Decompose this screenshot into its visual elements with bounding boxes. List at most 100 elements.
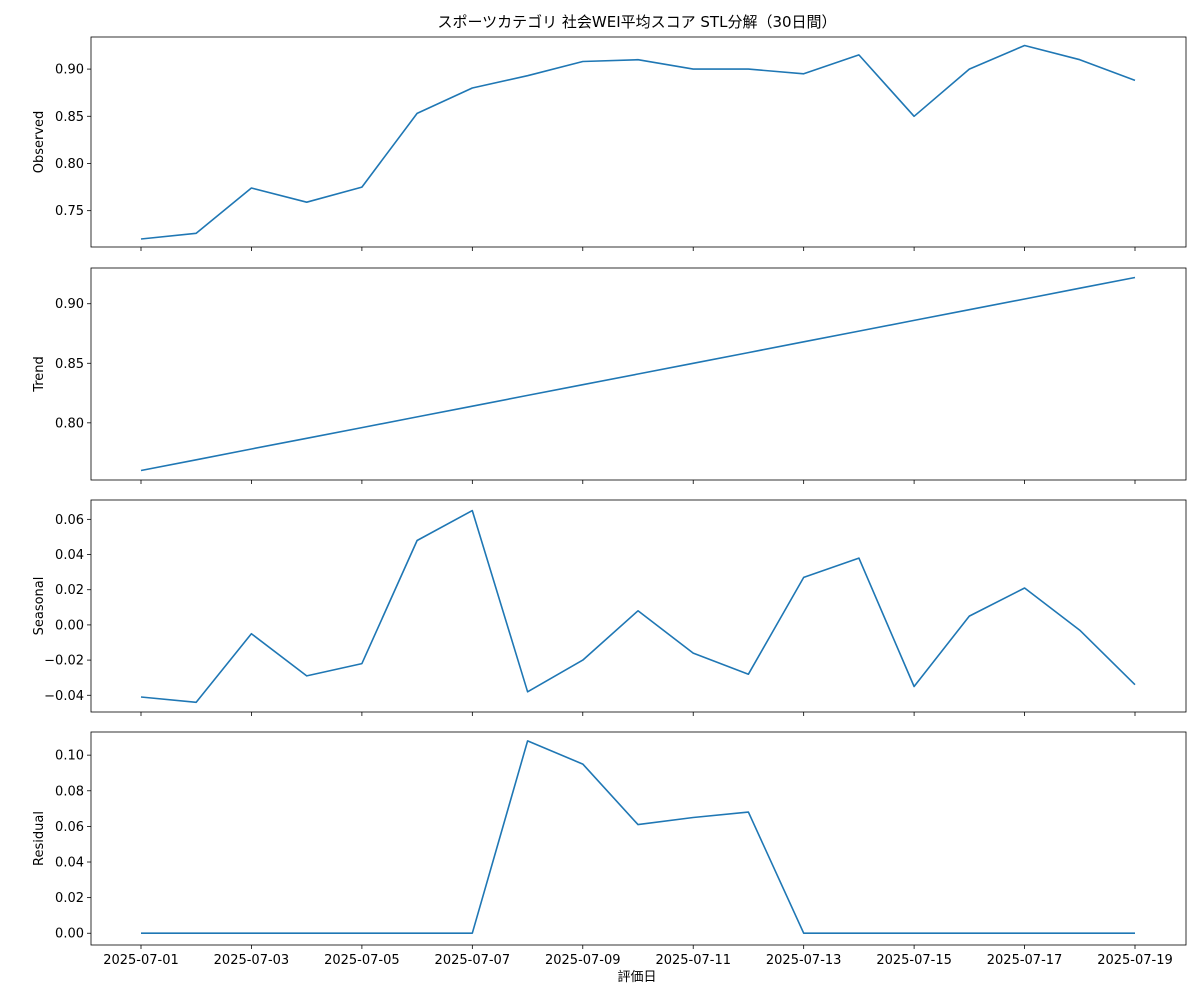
seasonal-data-point <box>527 691 529 693</box>
seasonal-data-point <box>306 675 308 677</box>
trend-data-point <box>969 309 971 311</box>
seasonal-data-point <box>692 652 694 654</box>
residual-data-point <box>858 932 860 934</box>
trend-data-point <box>527 395 529 397</box>
seasonal-data-point <box>416 540 418 542</box>
trend-data-point <box>748 352 750 354</box>
residual-data-point <box>1079 932 1081 934</box>
seasonal-data-point <box>472 510 474 512</box>
chart-title: スポーツカテゴリ 社会WEI平均スコア STL分解（30日間） <box>437 13 836 31</box>
x-tick-label: 2025-07-19 <box>1097 953 1173 968</box>
y-tick-label: 0.04 <box>55 548 84 563</box>
trend-data-point <box>251 448 253 450</box>
panel-residual: 0.00 0.02 0.04 0.06 0.08 0.10 Residual 2025-07-… <box>32 731 1187 968</box>
seasonal-data-point <box>913 686 915 688</box>
observed-data-point <box>1024 45 1026 47</box>
y-axis-label: Residual <box>32 811 47 866</box>
seasonal-data-point <box>1134 684 1136 686</box>
observed-data-point <box>1134 80 1136 82</box>
residual-data-point <box>140 932 142 934</box>
trend-data-point <box>582 384 584 386</box>
x-tick-label: 2025-07-05 <box>324 953 400 968</box>
residual-data-point <box>416 932 418 934</box>
seasonal-data-point <box>140 696 142 698</box>
observed-data-point <box>306 201 308 203</box>
panel-frame <box>90 36 1187 248</box>
y-tick-label: 0.75 <box>55 204 84 219</box>
y-tick-label: 0.08 <box>55 784 84 799</box>
observed-data-point <box>858 54 860 56</box>
y-tick-label: 0.80 <box>55 416 84 431</box>
seasonal-data-point <box>361 663 363 665</box>
x-tick-label: 2025-07-07 <box>435 953 511 968</box>
x-tick-label: 2025-07-01 <box>103 953 179 968</box>
observed-data-point <box>416 113 418 115</box>
panel-frame <box>90 267 1187 481</box>
residual-data-point <box>527 740 529 742</box>
seasonal-data-point <box>858 557 860 559</box>
trend-data-point <box>637 373 639 375</box>
y-tick-label: 0.04 <box>55 856 84 871</box>
x-tick-label: 2025-07-09 <box>545 953 621 968</box>
seasonal-data-point <box>748 673 750 675</box>
trend-data-point <box>361 427 363 429</box>
residual-data-point <box>748 811 750 813</box>
trend-series-line <box>140 276 1136 472</box>
residual-data-point <box>913 932 915 934</box>
x-tick-label: 2025-07-17 <box>987 953 1063 968</box>
observed-data-point <box>1079 59 1081 61</box>
seasonal-data-point <box>1079 629 1081 631</box>
y-tick-label: 0.02 <box>55 891 84 906</box>
y-tick-label: 0.02 <box>55 583 84 598</box>
y-tick-label: 0.85 <box>55 357 84 372</box>
trend-data-point <box>1024 298 1026 300</box>
panel-observed: 0.75 0.80 0.85 0.90 Observed <box>32 36 1187 251</box>
observed-data-point <box>637 59 639 61</box>
panel-trend: 0.80 0.85 0.90 Trend <box>32 267 1187 484</box>
observed-series-line <box>140 44 1136 240</box>
residual-data-point <box>803 932 805 934</box>
panel-frame <box>90 499 1187 713</box>
observed-data-point <box>472 87 474 89</box>
y-tick-label: 0.85 <box>55 110 84 125</box>
observed-data-point <box>361 186 363 188</box>
trend-data-point <box>858 330 860 332</box>
trend-data-point <box>416 416 418 418</box>
observed-data-point <box>527 75 529 77</box>
residual-data-point <box>1024 932 1026 934</box>
residual-data-point <box>582 763 584 765</box>
trend-data-point <box>692 362 694 364</box>
seasonal-data-point <box>637 610 639 612</box>
residual-data-point <box>361 932 363 934</box>
trend-data-point <box>195 459 197 461</box>
x-axis-label: 評価日 <box>617 970 656 985</box>
trend-data-point <box>140 470 142 472</box>
y-tick-label: 0.00 <box>55 927 84 942</box>
x-tick-label: 2025-07-15 <box>876 953 952 968</box>
seasonal-series-line <box>140 509 1136 704</box>
observed-data-point <box>969 68 971 70</box>
y-axis-label: Trend <box>32 356 47 393</box>
observed-data-point <box>251 187 253 189</box>
observed-data-point <box>748 68 750 70</box>
panel-seasonal: −0.04 −0.02 0.00 0.02 0.04 0.06 Seasonal <box>32 499 1187 716</box>
y-tick-label: 0.90 <box>55 297 84 312</box>
panel-frame <box>90 731 1187 946</box>
seasonal-data-point <box>969 615 971 617</box>
y-tick-label: −0.02 <box>44 654 84 669</box>
y-axis-label: Seasonal <box>32 577 47 636</box>
residual-data-point <box>969 932 971 934</box>
x-tick-label: 2025-07-11 <box>655 953 731 968</box>
y-tick-label: 0.10 <box>55 749 84 764</box>
trend-data-point <box>472 405 474 407</box>
seasonal-data-point <box>251 633 253 635</box>
residual-data-point <box>472 932 474 934</box>
y-tick-label: 0.80 <box>55 157 84 172</box>
residual-data-point <box>251 932 253 934</box>
residual-data-point <box>306 932 308 934</box>
trend-data-point <box>1079 287 1081 289</box>
observed-data-point <box>582 61 584 63</box>
trend-data-point <box>913 320 915 322</box>
x-tick-label: 2025-07-03 <box>214 953 290 968</box>
